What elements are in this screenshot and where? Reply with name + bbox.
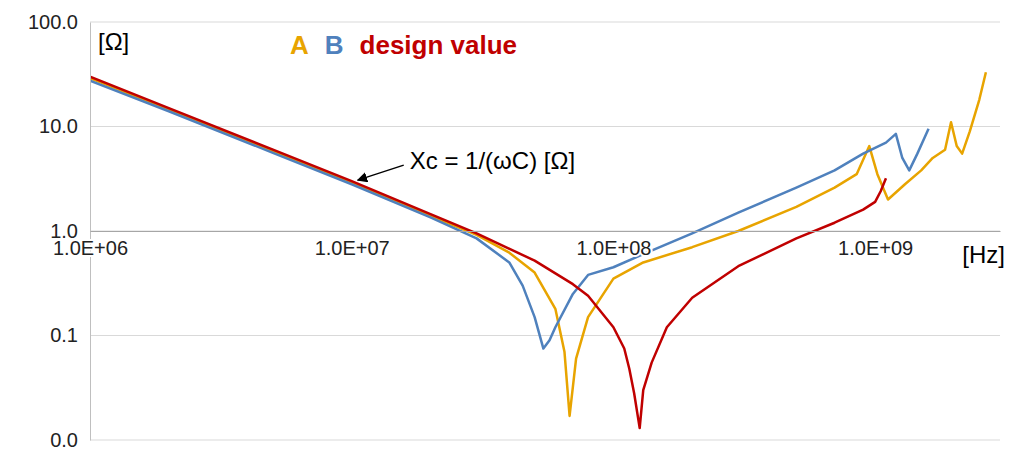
grid-line [90,231,1000,232]
annotation: Xc = 1/(ωC) [Ω] [358,147,575,180]
x-tick-label: 1.0E+09 [838,237,913,259]
legend-entry: design value [360,30,518,60]
grid-line [90,335,1000,336]
y-tick: 100.0 [28,11,90,33]
x-axis: 1.0E+06 1.0E+07 1.0E+08 1.0E+09 [53,231,1001,259]
plot-area [90,72,986,428]
series-line [90,81,929,349]
legend-entry: A [290,30,309,60]
x-tick-label: 1.0E+08 [576,237,651,259]
chart-svg: 0.00.11.010.0100.01.0E+061.0E+071.0E+081… [0,0,1013,468]
x-tick-label: 1.0E+07 [315,237,390,259]
x-tick: 1.0E+06 [53,231,128,259]
y-tick-label: 10.0 [39,115,78,137]
grid [90,22,1000,440]
x-axis-title: [Hz] [962,241,1005,268]
y-tick: 0.0 [50,429,90,451]
y-axis: 0.00.11.010.0100.0 [28,11,91,451]
y-tick: 10.0 [39,115,90,137]
x-tick: 1.0E+09 [838,231,913,259]
x-tick-label: 1.0E+06 [53,237,128,259]
series-line [90,72,986,416]
chart-container: 0.00.11.010.0100.01.0E+061.0E+071.0E+081… [0,0,1013,468]
y-tick-label: 0.1 [50,324,78,346]
x-tick: 1.0E+08 [576,231,651,259]
grid-line [90,22,1000,23]
y-tick-label: 100.0 [28,11,78,33]
annotation-text: Xc = 1/(ωC) [Ω] [410,147,575,174]
y-axis-title: [Ω] [98,28,129,55]
grid-line [90,440,1000,441]
legend: ABdesign value [290,30,517,60]
series-line [90,77,886,428]
y-tick-label: 0.0 [50,429,78,451]
grid-line [90,126,1000,127]
legend-entry: B [325,30,344,60]
y-tick: 0.1 [50,324,90,346]
x-axis-line [91,231,1001,232]
x-tick: 1.0E+07 [315,231,390,259]
annotation-arrow [358,165,404,180]
